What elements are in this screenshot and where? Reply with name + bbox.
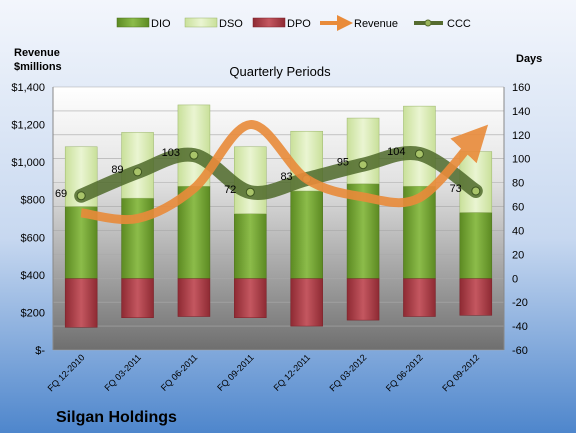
dio-bar <box>121 197 154 279</box>
right-axis-ticks: -60 -40 -20 0 20 40 60 80 100 120 140 160 <box>512 82 530 357</box>
dpo-bar <box>290 278 323 327</box>
left-axis-title-line2: $millions <box>14 61 62 73</box>
right-tick-label: 60 <box>512 202 524 214</box>
legend-dpo-label: DPO <box>287 18 311 30</box>
left-axis-ticks: $- $200 $400 $600 $800 $1,000 $1,200 $1,400 <box>11 82 45 357</box>
ccc-data-label: 103 <box>162 147 180 159</box>
dpo-bar <box>459 278 493 316</box>
dpo-bar <box>121 278 154 318</box>
left-tick-label: $- <box>35 345 45 357</box>
ccc-point <box>245 187 255 197</box>
dpo-bar <box>234 278 267 318</box>
right-tick-label: 20 <box>512 249 524 261</box>
right-tick-label: -40 <box>512 321 528 333</box>
dpo-bar <box>346 278 380 321</box>
ccc-point <box>358 160 368 170</box>
ccc-data-label: 89 <box>111 164 123 176</box>
left-tick-label: $1,400 <box>11 82 45 94</box>
right-tick-label: 120 <box>512 130 530 142</box>
revenue-line-group <box>80 120 489 224</box>
right-tick-label: 40 <box>512 225 524 237</box>
ccc-data-label: 104 <box>387 146 405 158</box>
dio-bar <box>290 190 323 279</box>
legend-ccc-dot-icon <box>424 19 432 27</box>
revenue-series-line <box>80 120 489 224</box>
data-labels-group: 69 89 103 72 83 95 104 73 <box>55 146 462 200</box>
ccc-data-label: 95 <box>337 157 349 169</box>
dpo-bar <box>403 278 436 317</box>
legend: DIO DSO DPO Revenue CCC <box>116 15 471 31</box>
ccc-data-label: 72 <box>224 184 236 196</box>
right-tick-label: 0 <box>512 273 518 285</box>
ccc-data-label: 69 <box>55 188 67 200</box>
ccc-point <box>471 186 481 196</box>
dpo-bar <box>177 278 211 317</box>
right-tick-label: 100 <box>512 154 530 166</box>
left-tick-label: $200 <box>21 307 45 319</box>
right-tick-label: 160 <box>512 82 530 94</box>
legend-dio-label: DIO <box>151 18 171 30</box>
legend-ccc-label: CCC <box>447 18 471 30</box>
left-axis-title-line1: Revenue <box>14 47 60 59</box>
ccc-data-label: 83 <box>280 171 292 183</box>
right-axis-title: Days <box>516 53 542 65</box>
left-tick-label: $1,200 <box>11 120 45 132</box>
left-tick-label: $1,000 <box>11 157 45 169</box>
dio-bar <box>459 212 493 279</box>
ccc-point <box>76 191 86 201</box>
right-tick-label: 80 <box>512 178 524 190</box>
ccc-point <box>414 149 424 159</box>
right-tick-label: 140 <box>512 106 530 118</box>
legend-dio-swatch <box>116 17 150 28</box>
legend-revenue-label: Revenue <box>354 18 398 30</box>
right-tick-label: -60 <box>512 345 528 357</box>
dpo-bar <box>64 278 98 328</box>
left-tick-label: $400 <box>21 270 45 282</box>
ccc-point <box>189 150 199 160</box>
dio-bar <box>234 213 267 279</box>
legend-dso-swatch <box>184 17 218 28</box>
legend-dpo-swatch <box>252 17 286 28</box>
left-tick-label: $600 <box>21 232 45 244</box>
company-name: Silgan Holdings <box>56 409 177 426</box>
chart-title: Quarterly Periods <box>229 64 331 79</box>
ccc-point <box>133 167 143 177</box>
legend-dso-label: DSO <box>219 18 243 30</box>
right-tick-label: -20 <box>512 297 528 309</box>
ccc-data-label: 73 <box>450 183 462 195</box>
left-tick-label: $800 <box>21 195 45 207</box>
